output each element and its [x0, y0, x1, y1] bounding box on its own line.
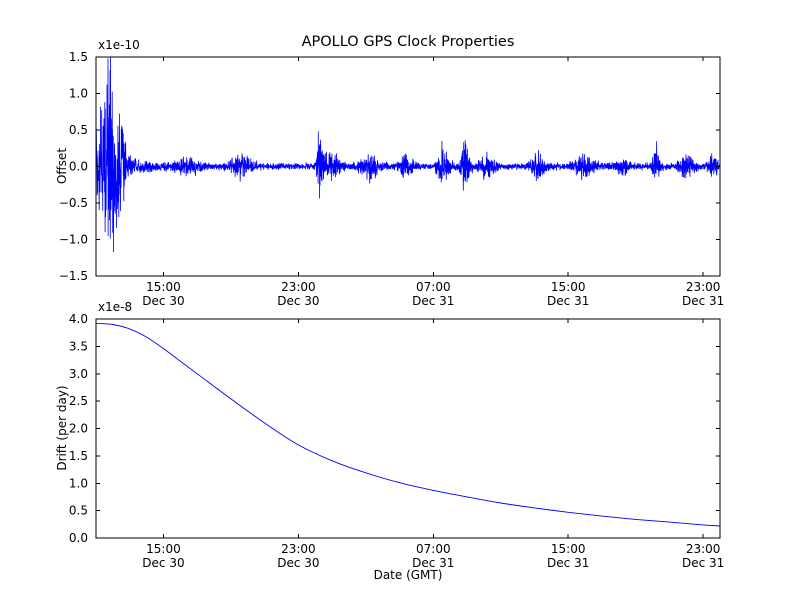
drift-axis-label: Drift (per day) — [55, 385, 69, 470]
x-tick-label-date: Dec 31 — [412, 294, 454, 308]
x-tick-label-time: 15:00 — [146, 542, 181, 556]
y-tick-label: −0.5 — [59, 196, 88, 210]
y-tick-label: 4.0 — [69, 312, 88, 326]
y-tick-label: 0.0 — [69, 160, 88, 174]
x-tick-label-time: 15:00 — [551, 542, 586, 556]
x-tick-label-date: Dec 31 — [547, 556, 589, 570]
drift-series-line — [96, 322, 720, 527]
x-tick-label-date: Dec 30 — [142, 556, 184, 570]
x-axis-label: Date (GMT) — [374, 568, 443, 582]
x-tick-label-date: Dec 30 — [142, 294, 184, 308]
x-tick-label-date: Dec 31 — [547, 294, 589, 308]
x-tick-label-time: 07:00 — [416, 280, 451, 294]
offset-series-line — [96, 57, 720, 253]
chart-title: APOLLO GPS Clock Properties — [302, 34, 515, 50]
x-tick-label-date: Dec 31 — [682, 556, 724, 570]
y-tick-label: 2.5 — [69, 394, 88, 408]
y-tick-label: 3.0 — [69, 367, 88, 381]
x-tick-label-date: Dec 31 — [412, 556, 454, 570]
y-tick-label: 1.0 — [69, 476, 88, 490]
x-tick-label-time: 23:00 — [281, 280, 316, 294]
offset-scale-label: x1e-10 — [98, 38, 140, 52]
x-tick-label-time: 23:00 — [281, 542, 316, 556]
y-tick-label: 0.5 — [69, 123, 88, 137]
x-tick-label-time: 23:00 — [686, 542, 721, 556]
y-tick-label: −1.5 — [59, 269, 88, 283]
x-tick-label-date: Dec 31 — [682, 294, 724, 308]
x-tick-label-time: 15:00 — [146, 280, 181, 294]
x-tick-label-time: 15:00 — [551, 280, 586, 294]
y-tick-label: 0.0 — [69, 531, 88, 545]
x-tick-label-date: Dec 30 — [277, 294, 319, 308]
offset-axis-label: Offset — [55, 148, 69, 184]
y-tick-label: 1.5 — [69, 449, 88, 463]
y-tick-label: 3.5 — [69, 339, 88, 353]
y-tick-label: 1.5 — [69, 50, 88, 64]
x-tick-label-time: 23:00 — [686, 280, 721, 294]
y-tick-label: 1.0 — [69, 87, 88, 101]
x-tick-label-time: 07:00 — [416, 542, 451, 556]
x-tick-label-date: Dec 30 — [277, 556, 319, 570]
y-tick-label: 2.0 — [69, 422, 88, 436]
y-tick-label: −1.0 — [59, 233, 88, 247]
drift-frame — [95, 318, 721, 539]
drift-scale-label: x1e-8 — [98, 300, 132, 314]
y-tick-label: 0.5 — [69, 504, 88, 518]
